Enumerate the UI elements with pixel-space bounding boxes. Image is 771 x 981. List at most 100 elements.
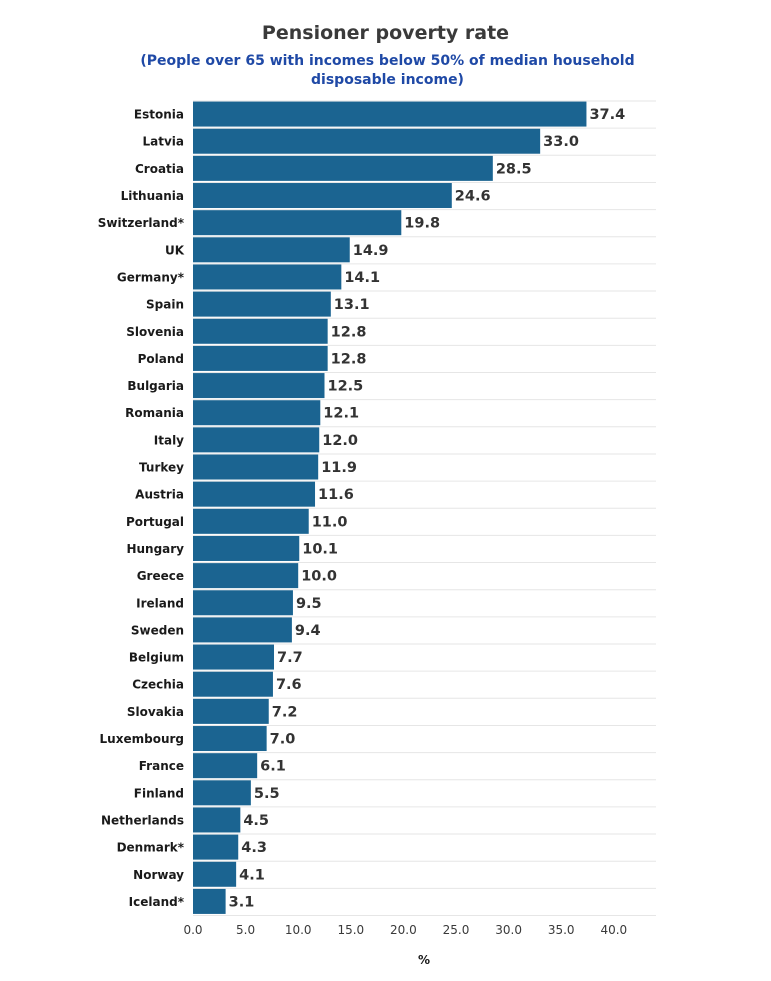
bar[interactable] — [193, 427, 320, 453]
data-label: 28.5 — [496, 161, 532, 177]
category-labels: Estonia Latvia Croatia Lithuania Switzerland… — [98, 108, 185, 909]
x-tick-label: 0.0 — [183, 923, 202, 937]
bar[interactable] — [193, 726, 267, 752]
bar[interactable] — [193, 861, 237, 887]
category-label: Hungary — [126, 542, 184, 556]
bar[interactable] — [193, 535, 300, 561]
category-label: Ireland — [136, 596, 184, 610]
x-tick-label: 30.0 — [495, 923, 522, 937]
bar[interactable] — [193, 671, 273, 697]
data-label: 19.8 — [404, 216, 440, 232]
category-label: Belgium — [129, 651, 184, 665]
bar[interactable] — [193, 318, 328, 344]
category-label: Austria — [135, 488, 184, 502]
x-axis-title: % — [418, 953, 430, 967]
category-label: Spain — [146, 298, 184, 312]
category-label: Czechia — [132, 678, 184, 692]
category-label: Slovakia — [127, 705, 184, 719]
category-label: Romania — [125, 406, 184, 420]
bar[interactable] — [193, 291, 331, 317]
data-label: 37.4 — [589, 107, 625, 123]
bar[interactable] — [193, 237, 350, 263]
category-label: Turkey — [139, 461, 184, 475]
category-label: Estonia — [134, 108, 184, 122]
data-label: 11.9 — [321, 460, 357, 476]
chart-subtitle: (People over 65 with incomes below 50% o… — [140, 53, 635, 88]
data-label: 7.2 — [272, 704, 298, 720]
bar[interactable] — [193, 454, 319, 480]
bar[interactable] — [193, 590, 293, 616]
bar[interactable] — [193, 807, 241, 833]
data-label: 24.6 — [455, 189, 491, 205]
bar[interactable] — [193, 155, 493, 181]
bar[interactable] — [193, 834, 239, 860]
bar[interactable] — [193, 481, 316, 507]
category-label: Norway — [133, 868, 184, 882]
category-label: Sweden — [131, 623, 184, 637]
category-label: Denmark* — [117, 841, 185, 855]
data-label: 7.7 — [277, 650, 303, 666]
data-label: 12.8 — [331, 324, 367, 340]
value-labels: 37.4 33.0 28.5 24.6 19.8 14.9 14.1 13.1 12.8 12.8… — [229, 107, 626, 910]
data-label: 12.8 — [331, 351, 367, 367]
bar[interactable] — [193, 400, 321, 426]
bar[interactable] — [193, 264, 342, 290]
gridlines — [193, 100, 656, 916]
category-label: France — [139, 759, 184, 773]
x-tick-label: 5.0 — [236, 923, 255, 937]
category-label: Switzerland* — [98, 216, 185, 230]
data-label: 12.1 — [323, 406, 359, 422]
category-label: Italy — [154, 433, 184, 447]
category-label: Bulgaria — [127, 379, 184, 393]
data-label: 4.5 — [243, 813, 269, 829]
x-tick-label: 25.0 — [443, 923, 470, 937]
bar[interactable] — [193, 753, 258, 779]
category-label: Croatia — [135, 162, 184, 176]
data-label: 3.1 — [229, 894, 255, 910]
category-label: Latvia — [142, 135, 184, 149]
category-label: Slovenia — [126, 325, 184, 339]
bar[interactable] — [193, 617, 292, 643]
data-label: 9.5 — [296, 596, 322, 612]
category-label: Iceland* — [129, 895, 185, 909]
bar[interactable] — [193, 183, 452, 209]
data-label: 6.1 — [260, 759, 286, 775]
bar[interactable] — [193, 345, 328, 371]
category-label: Portugal — [126, 515, 184, 529]
x-tick-label: 40.0 — [600, 923, 627, 937]
bar[interactable] — [193, 563, 299, 589]
data-label: 33.0 — [543, 134, 579, 150]
category-label: Netherlands — [101, 813, 184, 827]
chart-title: Pensioner poverty rate — [261, 22, 510, 44]
data-label: 9.4 — [295, 623, 321, 639]
data-label: 12.5 — [328, 379, 364, 395]
bar[interactable] — [193, 644, 275, 670]
bar[interactable] — [193, 210, 402, 236]
bar[interactable] — [193, 780, 251, 806]
data-label: 11.6 — [318, 487, 354, 503]
bar[interactable] — [193, 373, 325, 399]
bar[interactable] — [193, 698, 269, 724]
data-label: 7.6 — [276, 677, 302, 693]
bar[interactable] — [193, 128, 541, 154]
data-label: 11.0 — [312, 514, 348, 530]
data-label: 4.3 — [241, 840, 267, 856]
category-label: UK — [165, 243, 185, 257]
bar[interactable] — [193, 508, 309, 534]
data-label: 10.1 — [302, 541, 338, 557]
category-label: Greece — [137, 569, 184, 583]
data-label: 10.0 — [301, 569, 337, 585]
data-label: 7.0 — [270, 732, 296, 748]
x-tick-label: 10.0 — [285, 923, 312, 937]
data-label: 14.9 — [353, 243, 389, 259]
bar[interactable] — [193, 888, 226, 914]
data-label: 5.5 — [254, 786, 280, 802]
x-axis-ticks: 0.0 5.0 10.0 15.0 20.0 25.0 30.0 35.0 40.0 — [183, 923, 627, 937]
data-label: 4.1 — [239, 867, 265, 883]
bars — [193, 101, 587, 914]
data-label: 14.1 — [344, 270, 380, 286]
data-label: 12.0 — [322, 433, 358, 449]
bar[interactable] — [193, 101, 587, 127]
category-label: Lithuania — [121, 189, 184, 203]
